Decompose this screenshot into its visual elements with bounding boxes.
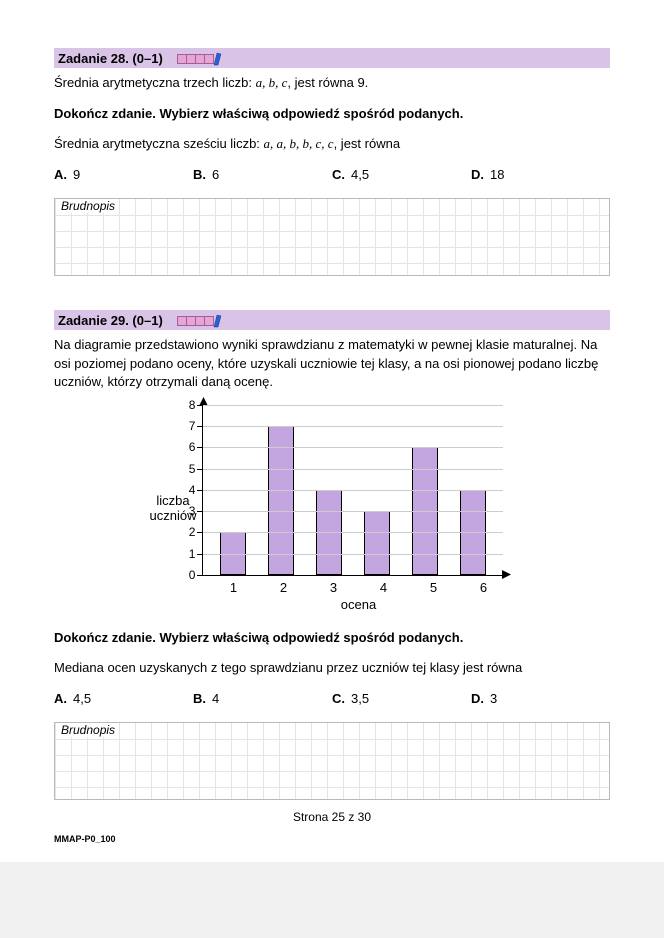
task29-scratchpad: Brudnopis: [54, 722, 610, 800]
task29-number: Zadanie 29. (0–1): [58, 313, 163, 328]
chart-xlabel: ocena: [202, 597, 514, 612]
page-number: Strona 25 z 30: [54, 810, 610, 824]
task28-number: Zadanie 28. (0–1): [58, 51, 163, 66]
task28-statement1: Średnia arytmetyczna trzech liczb: a, b,…: [54, 74, 610, 92]
task29-question: Mediana ocen uzyskanych z tego sprawdzia…: [54, 659, 610, 677]
task28-answer-a[interactable]: A.9: [54, 167, 193, 182]
task29-answer-d[interactable]: D.3: [471, 691, 610, 706]
ytick-label: 5: [183, 462, 195, 476]
xtick-label: 3: [320, 580, 346, 595]
task28-statement2: Średnia arytmetyczna sześciu liczb: a, a…: [54, 135, 610, 153]
task29-answer-a[interactable]: A.4,5: [54, 691, 193, 706]
xtick-label: 1: [220, 580, 246, 595]
scratch-label: Brudnopis: [59, 723, 117, 737]
xtick-label: 4: [370, 580, 396, 595]
task29-intro: Na diagramie przedstawiono wyniki sprawd…: [54, 336, 610, 391]
chart-bar: [268, 426, 294, 575]
ytick-label: 1: [183, 547, 195, 561]
chart-xlabels: 1 2 3 4 5 6: [202, 580, 514, 595]
ytick-label: 6: [183, 440, 195, 454]
xtick-label: 5: [420, 580, 446, 595]
task29-answer-b[interactable]: B.4: [193, 691, 332, 706]
chart-bar: [364, 511, 390, 575]
ytick-label: 2: [183, 525, 195, 539]
task28-answer-d[interactable]: D.18: [471, 167, 610, 182]
ytick-label: 0: [183, 568, 195, 582]
ytick-label: 4: [183, 483, 195, 497]
task29-instruction: Dokończ zdanie. Wybierz właściwą odpowie…: [54, 630, 610, 645]
xtick-label: 2: [270, 580, 296, 595]
page: Zadanie 28. (0–1) Średnia arytmetyczna t…: [0, 0, 664, 862]
task29-chart: liczba uczniów 012345678 123456 ocena: [54, 405, 610, 612]
task28-scratchpad: Brudnopis: [54, 198, 610, 276]
difficulty-marker-icon: [177, 314, 223, 328]
scratch-label: Brudnopis: [59, 199, 117, 213]
task29-answer-c[interactable]: C.3,5: [332, 691, 471, 706]
x-axis-arrow-icon: [502, 570, 511, 579]
difficulty-marker-icon: [177, 52, 223, 66]
ytick-label: 7: [183, 419, 195, 433]
task28-instruction: Dokończ zdanie. Wybierz właściwą odpowie…: [54, 106, 610, 121]
document-code: MMAP-P0_100: [54, 834, 610, 844]
ytick-label: 3: [183, 504, 195, 518]
task28-answer-b[interactable]: B.6: [193, 167, 332, 182]
ytick-label: 8: [183, 398, 195, 412]
task29-answers: A.4,5 B.4 C.3,5 D.3: [54, 691, 610, 706]
task28-answer-c[interactable]: C.4,5: [332, 167, 471, 182]
task28-answers: A.9 B.6 C.4,5 D.18: [54, 167, 610, 182]
xtick-label: 6: [470, 580, 496, 595]
task28-header: Zadanie 28. (0–1): [54, 48, 610, 68]
task29-header: Zadanie 29. (0–1): [54, 310, 610, 330]
chart-plot-area: 012345678: [202, 405, 503, 576]
